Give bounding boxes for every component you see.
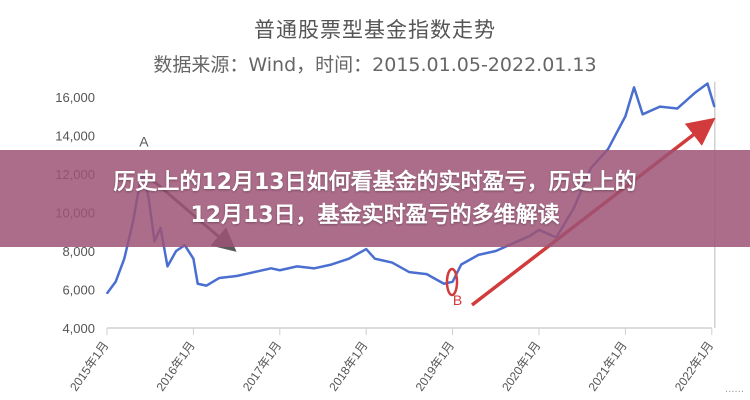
- data-point: [425, 273, 428, 275]
- chart-subtitle: 数据来源：Wind，时间：2015.01.05-2022.01.13: [153, 54, 597, 76]
- x-tick-label: 2017年1月: [240, 339, 284, 394]
- y-tick-label: 6,000: [62, 283, 95, 298]
- data-point: [279, 269, 281, 272]
- data-point: [713, 105, 716, 108]
- data-point: [166, 265, 169, 268]
- data-point: [693, 92, 696, 94]
- y-tick-label: 16,000: [55, 90, 95, 105]
- data-point: [114, 281, 117, 283]
- x-tick-label: 2018年1月: [326, 339, 370, 394]
- annotation-b: B: [453, 292, 462, 308]
- data-point: [175, 250, 177, 252]
- data-point: [641, 113, 644, 116]
- data-point: [253, 271, 255, 273]
- data-point: [477, 254, 480, 256]
- annotation-a: A: [139, 134, 149, 150]
- data-point: [330, 263, 333, 266]
- data-point: [123, 257, 126, 260]
- x-tick-label: 2020年1月: [499, 339, 543, 394]
- x-tick-label: 2022年1月: [672, 339, 716, 394]
- data-point: [633, 86, 635, 89]
- data-point: [218, 277, 221, 279]
- watermark: ······: [724, 387, 744, 398]
- data-point: [313, 267, 316, 270]
- data-point: [192, 257, 195, 260]
- data-point: [374, 257, 376, 260]
- x-tick-label: 2021年1月: [585, 339, 629, 394]
- data-point: [408, 271, 411, 273]
- x-tick-label: 2016年1月: [153, 339, 197, 394]
- data-point: [460, 263, 463, 266]
- y-tick-label: 14,000: [55, 129, 95, 144]
- data-point: [365, 248, 368, 250]
- data-point: [607, 148, 609, 150]
- data-point: [624, 115, 627, 118]
- headline-banner: 历史上的12月13日如何看基金的实时盈亏，历史上的12月13日，基金实时盈亏的多…: [0, 150, 750, 247]
- data-point: [106, 292, 108, 295]
- data-point: [348, 257, 350, 260]
- x-tick-label: 2019年1月: [413, 339, 457, 394]
- y-tick-label: 8,000: [62, 244, 95, 259]
- data-point: [296, 265, 298, 268]
- data-point: [676, 107, 679, 110]
- y-tick-label: 4,000: [62, 321, 95, 336]
- data-point: [659, 105, 661, 108]
- data-point: [495, 250, 497, 252]
- data-point: [205, 284, 208, 287]
- chart-title: 普通股票型基金指数走势: [254, 18, 496, 42]
- data-point: [451, 281, 454, 283]
- data-point: [235, 275, 238, 277]
- data-point: [270, 267, 272, 270]
- data-point: [443, 282, 445, 285]
- data-point: [706, 82, 709, 85]
- data-point: [196, 282, 199, 285]
- x-tick-label: 2015年1月: [67, 339, 111, 394]
- circle-b: [445, 267, 459, 297]
- data-point: [391, 261, 393, 264]
- headline-text: 历史上的12月13日如何看基金的实时盈亏，历史上的12月13日，基金实时盈亏的多…: [113, 169, 637, 228]
